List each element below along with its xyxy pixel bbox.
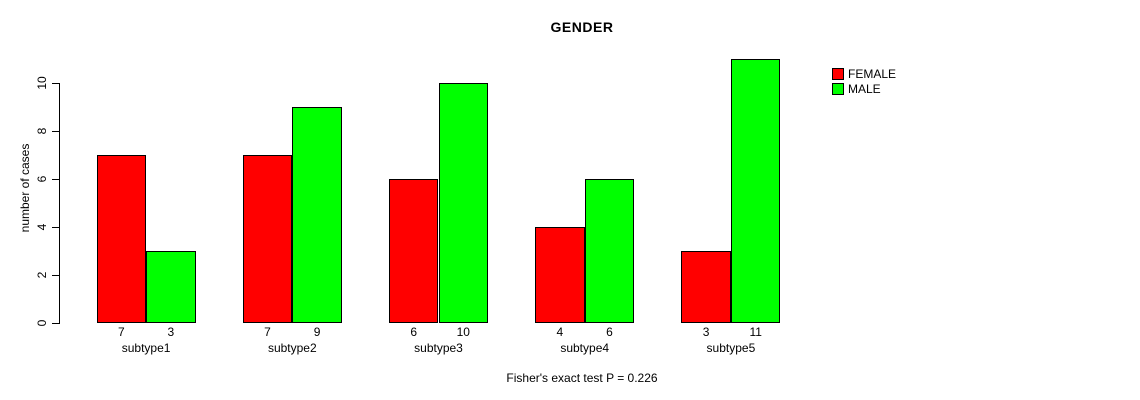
bar-value-label: 3 xyxy=(167,325,175,339)
y-tick-mark xyxy=(52,178,60,180)
bar-female-subtype5 xyxy=(681,251,731,323)
y-tick-label: 6 xyxy=(35,175,49,183)
bar-value-label: 4 xyxy=(556,325,564,339)
bar-male-subtype5 xyxy=(730,59,781,323)
y-tick-label: 0 xyxy=(35,319,49,327)
legend-swatch-female xyxy=(832,67,844,80)
y-tick-mark xyxy=(52,130,60,132)
bar-male-subtype4 xyxy=(584,179,635,323)
legend-label: FEMALE xyxy=(848,66,897,81)
bar-value-label: 7 xyxy=(117,325,125,339)
bar-male-subtype2 xyxy=(292,107,342,323)
bar-female-subtype4 xyxy=(535,227,585,323)
y-axis-line xyxy=(59,83,60,323)
bar-value-label: 7 xyxy=(264,325,271,339)
bar-male-subtype1 xyxy=(146,251,196,323)
legend-swatch-male xyxy=(832,82,844,95)
bar-female-subtype1 xyxy=(96,155,147,323)
y-tick-label: 2 xyxy=(35,271,49,279)
category-label-subtype4: subtype4 xyxy=(560,341,610,355)
bar-female-subtype3 xyxy=(388,179,439,323)
category-label-subtype3: subtype3 xyxy=(414,341,463,355)
bar-value-label: 11 xyxy=(749,325,762,339)
y-tick-mark xyxy=(52,322,60,324)
y-tick-mark xyxy=(52,226,60,228)
category-label-subtype1: subtype1 xyxy=(121,341,171,355)
y-tick-mark xyxy=(52,82,60,84)
bar-female-subtype2 xyxy=(242,155,293,323)
y-tick-label: 8 xyxy=(35,127,49,135)
category-label-subtype2: subtype2 xyxy=(267,341,317,355)
bar-value-label: 3 xyxy=(702,325,710,339)
bar-value-label: 10 xyxy=(456,325,470,339)
y-tick-label: 4 xyxy=(35,223,49,231)
legend-row: FEMALE xyxy=(832,66,896,81)
y-tick-label: 10 xyxy=(35,76,49,90)
bar-value-label: 6 xyxy=(606,325,613,339)
legend-label: MALE xyxy=(848,81,881,96)
annotation-text: Fisher's exact test P = 0.226 xyxy=(506,371,658,385)
y-tick-mark xyxy=(52,274,60,276)
category-label-subtype5: subtype5 xyxy=(706,341,756,355)
legend: FEMALE MALE xyxy=(832,66,896,96)
bar-male-subtype3 xyxy=(438,83,489,323)
legend-row: MALE xyxy=(832,81,896,96)
y-axis-title: number of cases xyxy=(18,143,32,233)
chart-title: GENDER xyxy=(550,19,614,35)
bar-value-label: 9 xyxy=(313,325,321,339)
bar-value-label: 6 xyxy=(410,325,418,339)
